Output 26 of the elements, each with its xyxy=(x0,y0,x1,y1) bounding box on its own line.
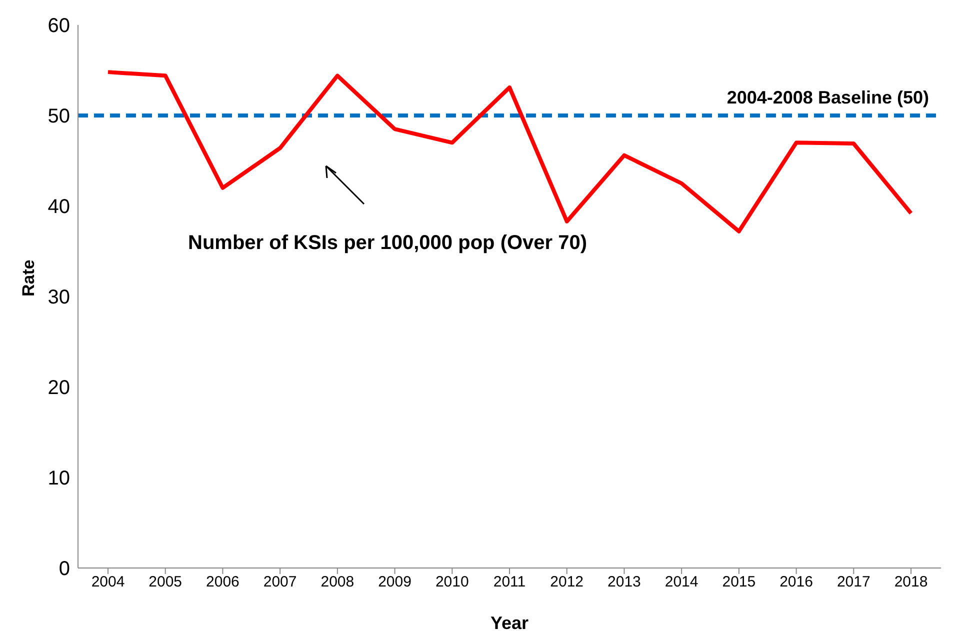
x-tick-label: 2009 xyxy=(378,574,412,591)
y-tick-label: 40 xyxy=(48,196,70,218)
x-tick-label: 2006 xyxy=(206,574,240,591)
x-tick-label: 2016 xyxy=(780,574,813,591)
x-tick-label: 2012 xyxy=(550,574,584,591)
y-axis-title: Rate xyxy=(19,260,38,296)
x-tick-label: 2014 xyxy=(664,574,698,591)
x-tick-label: 2004 xyxy=(91,574,125,591)
series-label: Number of KSIs per 100,000 pop (Over 70) xyxy=(188,232,588,255)
y-tick-label: 0 xyxy=(58,558,70,580)
x-tick-label: 2015 xyxy=(722,574,756,591)
x-tick-label: 2010 xyxy=(435,574,469,591)
x-tick-label: 2018 xyxy=(894,574,928,591)
x-tick-label: 2013 xyxy=(608,574,641,591)
ref-line-label: 2004-2008 Baseline (50) xyxy=(726,88,929,108)
x-tick-label: 2011 xyxy=(493,574,526,591)
x-tick-label: 2008 xyxy=(320,574,354,591)
y-tick-label: 10 xyxy=(48,468,70,490)
x-axis-title: Year xyxy=(490,613,529,631)
y-tick-label: 50 xyxy=(48,106,70,128)
x-tick-label: 2005 xyxy=(148,574,182,591)
y-tick-label: 20 xyxy=(48,377,70,400)
x-tick-label: 2007 xyxy=(263,574,297,591)
y-tick-label: 30 xyxy=(48,286,70,309)
y-tick-label: 60 xyxy=(48,15,70,38)
x-tick-label: 2017 xyxy=(836,574,870,591)
